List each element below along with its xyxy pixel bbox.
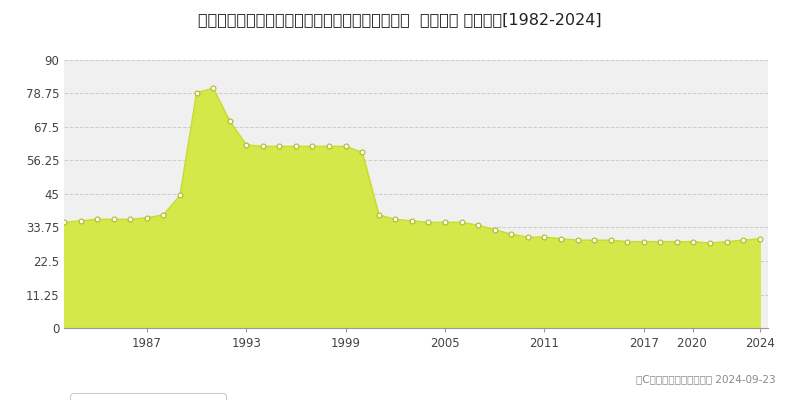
Text: （C）土地価格ドットコム 2024-09-23: （C）土地価格ドットコム 2024-09-23: [636, 374, 776, 384]
Legend: 公示地価 平均坪単価(万円/坪): 公示地価 平均坪単価(万円/坪): [70, 393, 226, 400]
Text: 兵庫県神戸市垂水区つつじが丘２丁目１１番１２  公示地価 地価推移[1982-2024]: 兵庫県神戸市垂水区つつじが丘２丁目１１番１２ 公示地価 地価推移[1982-20…: [198, 12, 602, 27]
